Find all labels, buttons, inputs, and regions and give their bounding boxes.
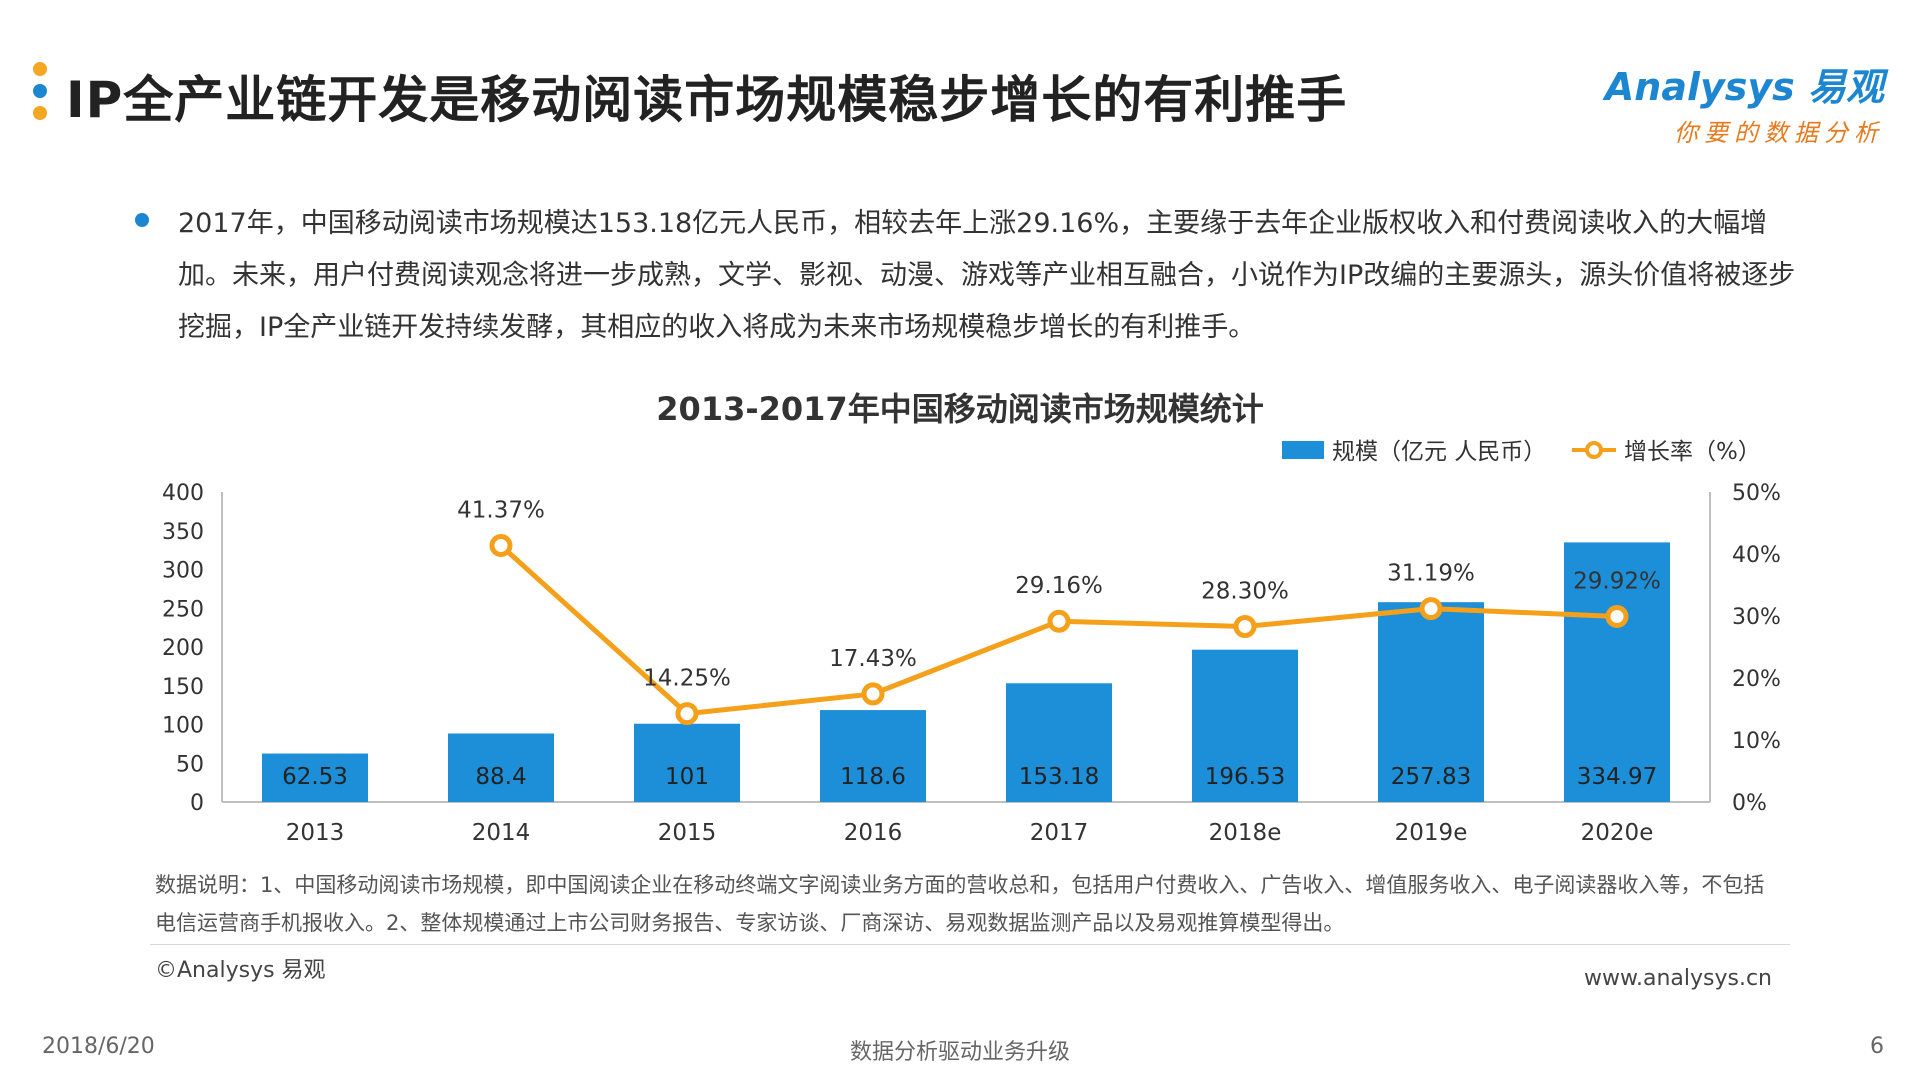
decoration-dot-1 <box>33 62 47 76</box>
bullet-icon <box>135 213 149 227</box>
x-tick-label: 2014 <box>472 820 531 846</box>
summary-paragraph: 2017年，中国移动阅读市场规模达153.18亿元人民币，相较去年上涨29.16… <box>178 208 1796 343</box>
y-left-tick-label: 100 <box>162 714 204 739</box>
divider <box>150 944 1790 945</box>
bar-2018e <box>1192 649 1298 802</box>
growth-value-label: 29.92% <box>1573 568 1661 594</box>
title-decoration-dots <box>33 62 49 128</box>
bar-value-label: 196.53 <box>1205 764 1285 790</box>
y-right-tick-label: 20% <box>1732 667 1781 692</box>
bar-2020e <box>1564 542 1670 802</box>
logo-main-text: Analysys 易观 <box>1604 65 1884 109</box>
y-left-tick-label: 400 <box>162 481 204 506</box>
chart-title: 2013-2017年中国移动阅读市场规模统计 <box>656 390 1264 428</box>
y-right-tick-label: 40% <box>1732 543 1781 568</box>
growth-point-2014 <box>489 534 513 558</box>
bar-2017 <box>1006 683 1112 802</box>
bar-value-label: 334.97 <box>1577 764 1657 790</box>
x-tick-label: 2017 <box>1030 820 1089 846</box>
y-right-tick-label: 30% <box>1732 605 1781 630</box>
growth-point-2019e <box>1419 597 1443 621</box>
y-left-tick-label: 50 <box>176 752 204 777</box>
page-number: 6 <box>1870 1034 1884 1059</box>
y-left-tick-label: 300 <box>162 559 204 584</box>
growth-value-label: 14.25% <box>643 666 731 692</box>
growth-value-label: 29.16% <box>1015 573 1103 599</box>
legend-bar-swatch <box>1282 441 1324 459</box>
bar-2016 <box>820 710 926 802</box>
bar-2014 <box>448 733 554 802</box>
website-link[interactable]: www.analysys.cn <box>1584 966 1772 991</box>
legend-line-marker <box>1585 441 1603 459</box>
y-left-tick-label: 200 <box>162 636 204 661</box>
growth-point-2020e <box>1605 604 1629 628</box>
growth-value-label: 41.37% <box>457 498 545 524</box>
bar-value-label: 118.6 <box>840 764 906 790</box>
growth-point-2017 <box>1047 609 1071 633</box>
decoration-dot-3 <box>33 106 47 120</box>
y-left-tick-label: 250 <box>162 597 204 622</box>
y-left-tick-label: 350 <box>162 520 204 545</box>
x-tick-label: 2015 <box>658 820 717 846</box>
x-tick-label: 2020e <box>1581 820 1654 846</box>
logo-tagline: 你要的数据分析 <box>1674 119 1884 147</box>
x-tick-label: 2013 <box>286 820 345 846</box>
footer-slogan: 数据分析驱动业务升级 <box>849 1040 1070 1065</box>
growth-value-label: 17.43% <box>829 646 917 672</box>
decoration-dot-2 <box>33 84 47 98</box>
page-title: IP全产业链开发是移动阅读市场规模稳步增长的有利推手 <box>66 71 1348 129</box>
x-tick-label: 2016 <box>844 820 903 846</box>
bar-2019e <box>1378 602 1484 802</box>
bar-value-label: 257.83 <box>1391 764 1471 790</box>
y-right-tick-label: 50% <box>1732 481 1781 506</box>
bar-value-label: 62.53 <box>282 764 348 790</box>
legend-bar-label: 规模（亿元 人民币） <box>1332 439 1546 465</box>
footer-date: 2018/6/20 <box>42 1034 155 1059</box>
bar-2015 <box>634 723 740 802</box>
bar-value-label: 101 <box>665 764 709 790</box>
growth-point-2018e <box>1233 615 1257 639</box>
y-left-tick-label: 0 <box>190 791 204 816</box>
bar-value-label: 153.18 <box>1019 764 1099 790</box>
data-note: 数据说明：1、中国移动阅读市场规模，即中国阅读企业在移动终端文字阅读业务方面的营… <box>155 873 1765 935</box>
bar-2013 <box>262 753 368 802</box>
copyright: ©Analysys 易观 <box>155 958 326 983</box>
y-left-tick-label: 150 <box>162 675 204 700</box>
growth-point-2016 <box>861 682 885 706</box>
growth-value-label: 31.19% <box>1387 561 1475 587</box>
y-right-tick-label: 10% <box>1732 729 1781 754</box>
growth-value-label: 28.30% <box>1201 579 1289 605</box>
x-tick-label: 2019e <box>1395 820 1468 846</box>
brand-logo: Analysys 易观 你要的数据分析 <box>1605 56 1884 148</box>
y-right-tick-label: 0% <box>1732 791 1767 816</box>
bar-value-label: 88.4 <box>475 764 526 790</box>
growth-point-2015 <box>675 702 699 726</box>
x-tick-label: 2018e <box>1209 820 1282 846</box>
legend-line-label: 增长率（%） <box>1624 439 1761 465</box>
